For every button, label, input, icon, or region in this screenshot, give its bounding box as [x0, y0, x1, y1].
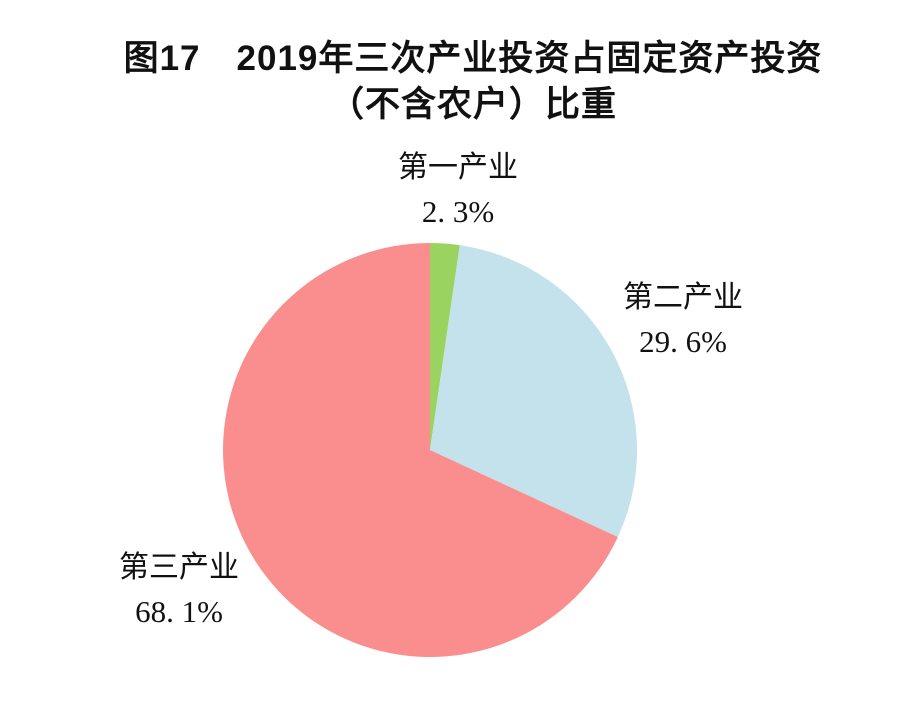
- slice-label-secondary-industry: 第二产业 29. 6%: [573, 276, 793, 364]
- figure-title-line1: 图17 2019年三次产业投资占固定资产投资: [123, 39, 823, 78]
- figure-title-line2: （不含农户）比重: [328, 85, 617, 124]
- slice-value-tertiary-industry: 68. 1%: [135, 594, 223, 629]
- pie-slice-tertiary-industry: [223, 243, 618, 657]
- slice-value-primary-industry: 2. 3%: [421, 194, 495, 229]
- slice-value-secondary-industry: 29. 6%: [639, 324, 727, 359]
- figure-title: 图17 2019年三次产业投资占固定资产投资 （不含农户）比重: [46, 36, 900, 128]
- slice-name-secondary-industry: 第二产业: [623, 281, 743, 314]
- slice-name-primary-industry: 第一产业: [398, 151, 518, 184]
- slice-label-primary-industry: 第一产业 2. 3%: [348, 146, 568, 234]
- pie-slice-secondary-industry: [430, 245, 638, 537]
- slice-name-tertiary-industry: 第三产业: [119, 551, 239, 584]
- slice-label-tertiary-industry: 第三产业 68. 1%: [69, 546, 289, 634]
- pie-slice-primary-industry: [430, 243, 460, 450]
